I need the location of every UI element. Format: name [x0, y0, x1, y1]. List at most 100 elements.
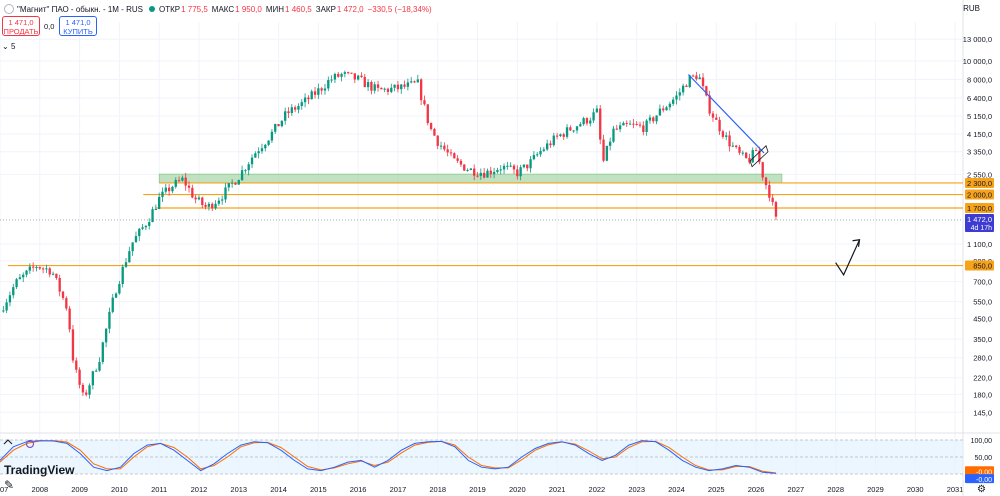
candle-body: [545, 143, 549, 150]
candle-body: [5, 302, 8, 311]
candle-body: [350, 72, 353, 74]
candle-body: [486, 170, 489, 178]
candle-body: [662, 108, 665, 111]
sell-button[interactable]: 1 471,0 ПРОДАТЬ: [2, 16, 40, 36]
candle-body: [705, 86, 708, 96]
candle-body: [386, 88, 390, 92]
candle-body: [482, 172, 486, 178]
candle-body: [161, 191, 164, 197]
candle-body: [618, 125, 622, 130]
candle-body: [595, 108, 599, 113]
candle-body: [569, 127, 572, 131]
candle-body: [731, 145, 735, 147]
candle-body: [131, 242, 134, 252]
candle-body: [217, 200, 221, 204]
candle-body: [403, 84, 406, 87]
candle-body: [128, 251, 131, 263]
candle-body: [552, 135, 555, 146]
level-price-label: 2 300,0: [967, 179, 992, 188]
candle-body: [685, 85, 688, 87]
x-tick-label: 2012: [191, 485, 208, 494]
y-tick-label: 6 400,0: [967, 94, 992, 103]
open-value: 1 775,5: [181, 4, 208, 14]
candle-body: [366, 82, 370, 88]
candle-body: [426, 104, 429, 124]
candle-body: [65, 298, 68, 309]
candle-body: [114, 293, 118, 298]
candle-body: [718, 119, 721, 132]
candle-body: [539, 150, 542, 155]
support-zone: [158, 173, 783, 184]
candle-body: [250, 157, 254, 165]
candle-body: [300, 102, 303, 107]
candle-body: [416, 79, 419, 83]
candle-body: [71, 329, 75, 361]
rsi-line: [0, 440, 777, 474]
level-price-tag: [965, 203, 994, 214]
candle-body: [628, 123, 632, 125]
currency-label[interactable]: RUB: [963, 4, 980, 13]
candle-body: [98, 362, 101, 371]
high-label: МАКС: [211, 4, 235, 14]
candle-body: [609, 141, 612, 146]
rsi-value-tag: [965, 474, 994, 484]
x-tick-label: 2029: [867, 485, 884, 494]
candle-body: [313, 91, 317, 95]
candle-body: [774, 202, 778, 217]
y-tick-label: 4 150,0: [967, 130, 992, 139]
y-tick-label: 220,0: [973, 374, 992, 383]
y-tick-label: 180,0: [973, 390, 992, 399]
candle-body: [715, 117, 718, 120]
candle-body: [111, 297, 114, 312]
x-tick-label: 2013: [230, 485, 247, 494]
candle-body: [211, 203, 214, 209]
open-label: ОТКР: [158, 4, 181, 14]
candle-body: [758, 150, 761, 163]
forecast-arrowhead: [852, 239, 861, 247]
candle-body: [51, 273, 55, 275]
trend-line: [687, 74, 765, 154]
candle-body: [681, 85, 685, 93]
candle-body: [230, 182, 234, 184]
candle-body: [270, 131, 274, 141]
candle-body: [728, 135, 731, 147]
candle-body: [751, 150, 754, 163]
candle-body: [320, 88, 323, 91]
pane-collapse-icon: [3, 439, 13, 445]
candle-body: [572, 130, 575, 132]
gear-icon[interactable]: ⚙: [977, 484, 986, 495]
candle-body: [373, 84, 376, 91]
candle-body: [121, 266, 124, 284]
buy-button[interactable]: 1 471,0 КУПИТЬ: [59, 16, 97, 36]
level-price-label: 1 700,0: [967, 204, 992, 213]
symbol-title[interactable]: "Магнит" ПАО - обыкн. - 1M - RUS: [17, 4, 143, 14]
candle-body: [695, 75, 698, 80]
candle-body: [88, 385, 91, 395]
x-tick-label: 2028: [827, 485, 844, 494]
candle-body: [303, 97, 307, 103]
candle-body: [582, 118, 585, 125]
candle-body: [509, 165, 512, 167]
candle-body: [439, 145, 443, 147]
candle-body: [8, 295, 12, 303]
candle-body: [154, 209, 158, 211]
y-tick-label: 3 350,0: [967, 148, 992, 157]
x-tick-label: 2019: [469, 485, 486, 494]
rsi-tick-label: -0,00: [976, 469, 992, 476]
candle-body: [652, 117, 655, 122]
candle-body: [761, 162, 764, 178]
x-tick-label: 2024: [668, 485, 685, 494]
rsi-tick-label: -0,00: [976, 477, 992, 484]
last-price-tag: [965, 213, 994, 232]
x-tick-label: 2023: [628, 485, 645, 494]
candle-body: [479, 172, 482, 176]
candle-body: [635, 123, 638, 125]
rsi-tick-label: 100,00: [971, 438, 993, 445]
candle-body: [337, 73, 340, 77]
brush-icon[interactable]: ✎: [4, 478, 15, 492]
candle-body: [25, 270, 28, 275]
candle-body: [58, 277, 61, 292]
x-tick-label: 2031: [947, 485, 964, 494]
indicators-toggle[interactable]: ⌄ 5: [2, 42, 15, 51]
